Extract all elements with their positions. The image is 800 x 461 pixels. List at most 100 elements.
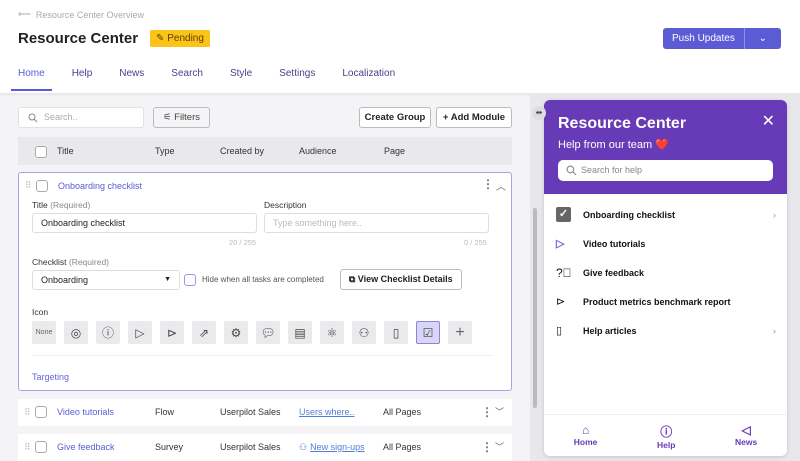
arrow-left-icon: ⟵ [18, 9, 31, 19]
create-group-button[interactable]: Create Group [359, 107, 431, 128]
row-created-by: Userpilot Sales [220, 407, 281, 417]
megaphone-icon: ⊳ [556, 296, 566, 308]
chevron-up-icon[interactable]: ︿ [496, 182, 506, 193]
back-link[interactable]: ⟵ Resource Center Overview [18, 9, 144, 20]
icon-option-none[interactable]: None [32, 321, 56, 344]
gear-icon[interactable]: ⚙ [224, 321, 248, 344]
widget-item-video-tutorials[interactable]: ▷ Video tutorials [556, 237, 776, 250]
users-icon: ⚇ [299, 442, 308, 452]
title-row: Resource Center ✎ Pending [18, 30, 210, 47]
scrollbar[interactable] [533, 208, 537, 408]
widget-nav-help[interactable]: ⓘ Help [657, 415, 675, 456]
row-checkbox[interactable] [35, 441, 47, 453]
tab-home[interactable]: Home [11, 68, 52, 91]
item-label: Product metrics benchmark report [583, 296, 731, 307]
module-name[interactable]: Onboarding checklist [58, 181, 143, 191]
tab-style[interactable]: Style [229, 68, 253, 79]
hide-completed-checkbox[interactable] [184, 273, 196, 286]
widget-search-input[interactable]: Search for help [558, 160, 773, 181]
column-type: Type [155, 146, 175, 156]
icon-picker: None ◎ ⓘ ▷ ⊳ ⇗ ⚙ 💬︎ ▤ ⚛ ⚇ ▯ ☑ + [32, 321, 472, 344]
rocket-icon[interactable]: ⇗ [192, 321, 216, 344]
tab-bar: Home Help News Search Style Settings Loc… [11, 68, 422, 91]
add-module-label: Add Module [450, 112, 506, 123]
chat-icon[interactable]: 💬︎ [256, 321, 280, 344]
checklist-label: Checklist (Required) [32, 257, 110, 267]
push-updates-button[interactable]: Push Updates [672, 33, 735, 44]
drag-handle-icon[interactable]: ⠿ [25, 180, 32, 190]
tab-settings[interactable]: Settings [279, 68, 316, 79]
more-options-icon[interactable]: ⋮ [482, 177, 494, 191]
page-header: ⟵ Resource Center Overview Resource Cente… [0, 0, 800, 93]
id-card-icon[interactable]: ▤ [288, 321, 312, 344]
title-input[interactable]: Onboarding checklist [32, 213, 257, 233]
caret-down-icon: ▼ [164, 276, 171, 283]
row-title[interactable]: Video tutorials [57, 407, 114, 417]
drag-handle-icon[interactable]: ⠿ [24, 407, 31, 417]
resize-handle-icon[interactable]: ⇹ [532, 106, 546, 120]
document-icon[interactable]: ▯ [384, 321, 408, 344]
plus-icon: + [442, 112, 451, 123]
widget-item-product-metrics[interactable]: ⊳ Product metrics benchmark report [556, 295, 776, 308]
row-title[interactable]: Give feedback [57, 442, 115, 452]
row-audience[interactable]: Users where.. [299, 407, 355, 417]
targeting-link[interactable]: Targeting [32, 372, 70, 382]
more-options-icon[interactable]: ⋮ [481, 405, 493, 419]
users-icon[interactable]: ⚇ [352, 321, 376, 344]
chevron-down-icon[interactable]: ﹀ [495, 407, 505, 417]
tab-help[interactable]: Help [71, 68, 93, 79]
search-placeholder: Search.. [44, 112, 78, 122]
chevron-down-icon[interactable]: ⌄ [743, 28, 781, 49]
title-char-count: 20 / 255 [229, 238, 257, 247]
search-input[interactable]: Search.. [18, 107, 144, 128]
search-icon [566, 165, 577, 176]
megaphone-icon[interactable]: ⊳ [160, 321, 184, 344]
close-icon[interactable]: ✕ [761, 113, 775, 130]
lifebuoy-icon[interactable]: ◎ [64, 321, 88, 344]
video-icon[interactable]: ▷ [128, 321, 152, 344]
question-icon[interactable]: ⓘ [96, 321, 120, 344]
table-row: ⠿ Video tutorials Flow Userpilot Sales U… [18, 399, 512, 426]
filters-button[interactable]: ⚟ Filters [153, 107, 210, 128]
sliders-icon: ⚟ [162, 112, 175, 123]
tab-search[interactable]: Search [171, 68, 203, 79]
add-module-button[interactable]: + Add Module [436, 107, 512, 128]
pencil-icon: ✎ [156, 33, 168, 44]
more-options-icon[interactable]: ⋮ [481, 440, 493, 454]
atom-icon[interactable]: ⚛ [320, 321, 344, 344]
column-page: Page [384, 146, 406, 156]
row-type: Survey [155, 442, 184, 452]
nav-label: Home [573, 437, 598, 447]
chevron-right-icon: › [773, 209, 776, 220]
widget-nav: ⌂ Home ⓘ Help ◁ News [544, 414, 787, 456]
column-title: Title [57, 146, 74, 156]
checkbox-icon[interactable]: ☑ [416, 321, 440, 344]
drag-handle-icon[interactable]: ⠿ [24, 442, 31, 452]
widget-nav-home[interactable]: ⌂ Home [574, 415, 598, 456]
push-updates-group: Push Updates ⌄ [663, 28, 781, 49]
row-type: Flow [155, 407, 175, 417]
row-created-by: Userpilot Sales [220, 442, 281, 452]
row-checkbox[interactable] [36, 180, 48, 192]
table-header: Title Type Created by Audience Page [18, 137, 512, 165]
widget-item-give-feedback[interactable]: ?⃝ Give feedback [556, 266, 776, 280]
description-input[interactable]: Type something here.. [264, 213, 489, 233]
widget-nav-news[interactable]: ◁ News [735, 415, 757, 456]
widget-search-placeholder: Search for help [581, 165, 643, 175]
tab-localization[interactable]: Localization [342, 68, 396, 79]
title-label: Title (Required) [32, 200, 91, 210]
widget-item-help-articles[interactable]: ▯ Help articles › [556, 324, 776, 337]
select-all-checkbox[interactable] [35, 146, 47, 158]
checklist-select[interactable]: Onboarding ▼ [32, 270, 180, 290]
chevron-right-icon: › [773, 325, 776, 336]
tab-news[interactable]: News [119, 68, 145, 79]
widget-item-onboarding-checklist[interactable]: ✓ Onboarding checklist › [556, 207, 776, 222]
checkbox-icon: ✓ [556, 207, 571, 222]
row-audience[interactable]: New sign-ups [310, 442, 365, 452]
view-checklist-details-button[interactable]: ⧉ View Checklist Details [339, 269, 462, 290]
add-icon-button[interactable]: + [448, 321, 472, 344]
hide-completed-row: Hide when all tasks are completed ⧉ View… [184, 269, 462, 290]
chevron-down-icon[interactable]: ﹀ [495, 442, 505, 452]
row-checkbox[interactable] [35, 406, 47, 418]
page-title: Resource Center [18, 30, 139, 47]
